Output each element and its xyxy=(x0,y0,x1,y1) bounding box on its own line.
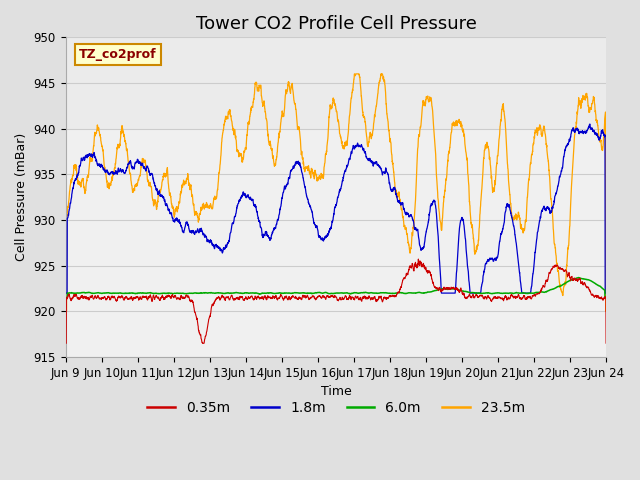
Bar xyxy=(66,37,607,129)
X-axis label: Time: Time xyxy=(321,385,351,398)
Title: Tower CO2 Profile Cell Pressure: Tower CO2 Profile Cell Pressure xyxy=(196,15,477,33)
Legend: 0.35m, 1.8m, 6.0m, 23.5m: 0.35m, 1.8m, 6.0m, 23.5m xyxy=(142,396,531,420)
Y-axis label: Cell Pressure (mBar): Cell Pressure (mBar) xyxy=(15,133,28,261)
Text: TZ_co2prof: TZ_co2prof xyxy=(79,48,157,61)
